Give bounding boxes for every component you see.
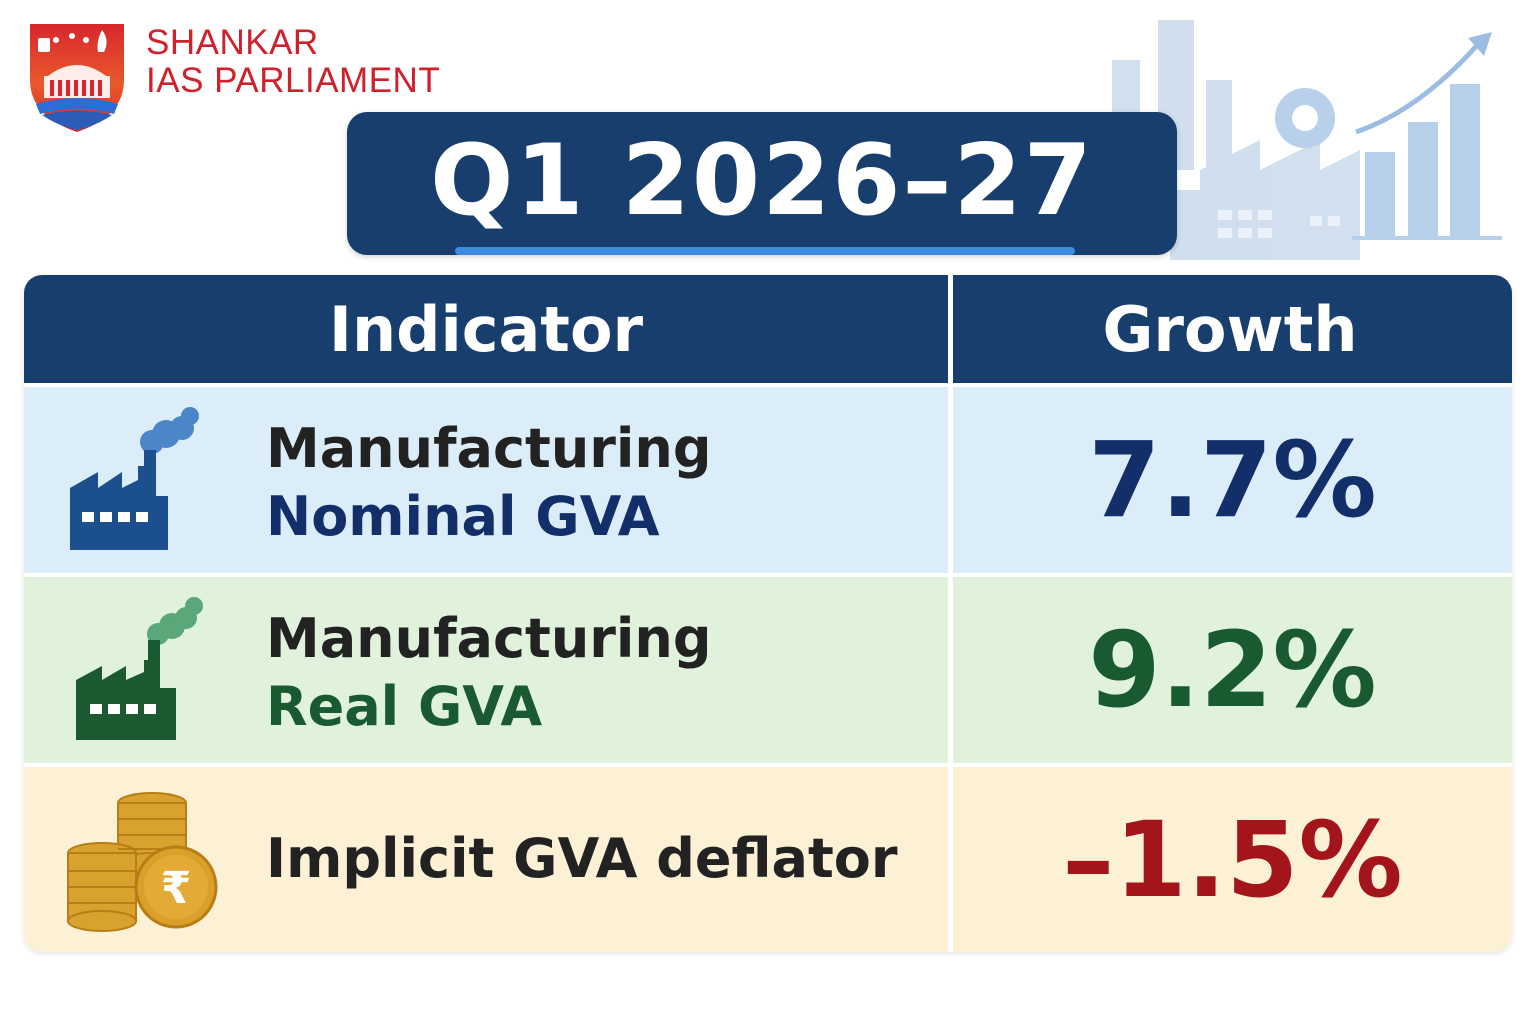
row-label: Implicit GVA deflator — [266, 825, 898, 893]
page-title: Q1 2026–27 — [430, 123, 1094, 238]
row-label-line-1: Manufacturing — [266, 417, 712, 480]
row-label-line-2: Nominal GVA — [266, 485, 660, 548]
table-row: Manufacturing Real GVA 9.2% — [24, 577, 1512, 763]
row-label-line-1: Implicit GVA deflator — [266, 827, 898, 890]
growth-value: 7.7% — [1088, 419, 1377, 541]
brand-logo: SHANKAR IAS PARLIAMENT — [26, 18, 440, 134]
title-banner: Q1 2026–27 — [347, 112, 1177, 255]
row-label: Manufacturing Nominal GVA — [266, 415, 712, 551]
factory-icon — [70, 407, 199, 550]
brand-name: SHANKAR IAS PARLIAMENT — [146, 24, 440, 100]
table-header: Indicator Growth — [24, 275, 1512, 383]
column-divider — [948, 275, 953, 952]
gva-table: Indicator Growth Manufacturing Nominal G… — [24, 275, 1512, 952]
parliament-shield-icon — [30, 24, 124, 132]
growth-value: –1.5% — [1062, 798, 1403, 921]
growth-value: 9.2% — [1088, 609, 1377, 731]
brand-line-1: SHANKAR — [146, 23, 319, 62]
title-underline — [455, 247, 1075, 255]
brand-line-2: IAS PARLIAMENT — [146, 61, 441, 100]
factory-icon — [76, 597, 203, 740]
table-row: ₹ Implicit GVA deflator –1.5% — [24, 767, 1512, 952]
rupee-coins-icon: ₹ — [67, 792, 218, 932]
header-growth: Growth — [1102, 292, 1358, 366]
industry-growth-background-icon — [1112, 20, 1502, 260]
row-label: Manufacturing Real GVA — [266, 605, 712, 741]
header-indicator: Indicator — [328, 292, 644, 366]
svg-text:₹: ₹ — [161, 863, 192, 914]
table-row: Manufacturing Nominal GVA 7.7% — [24, 387, 1512, 573]
row-label-line-2: Real GVA — [266, 675, 543, 738]
row-label-line-1: Manufacturing — [266, 607, 712, 670]
